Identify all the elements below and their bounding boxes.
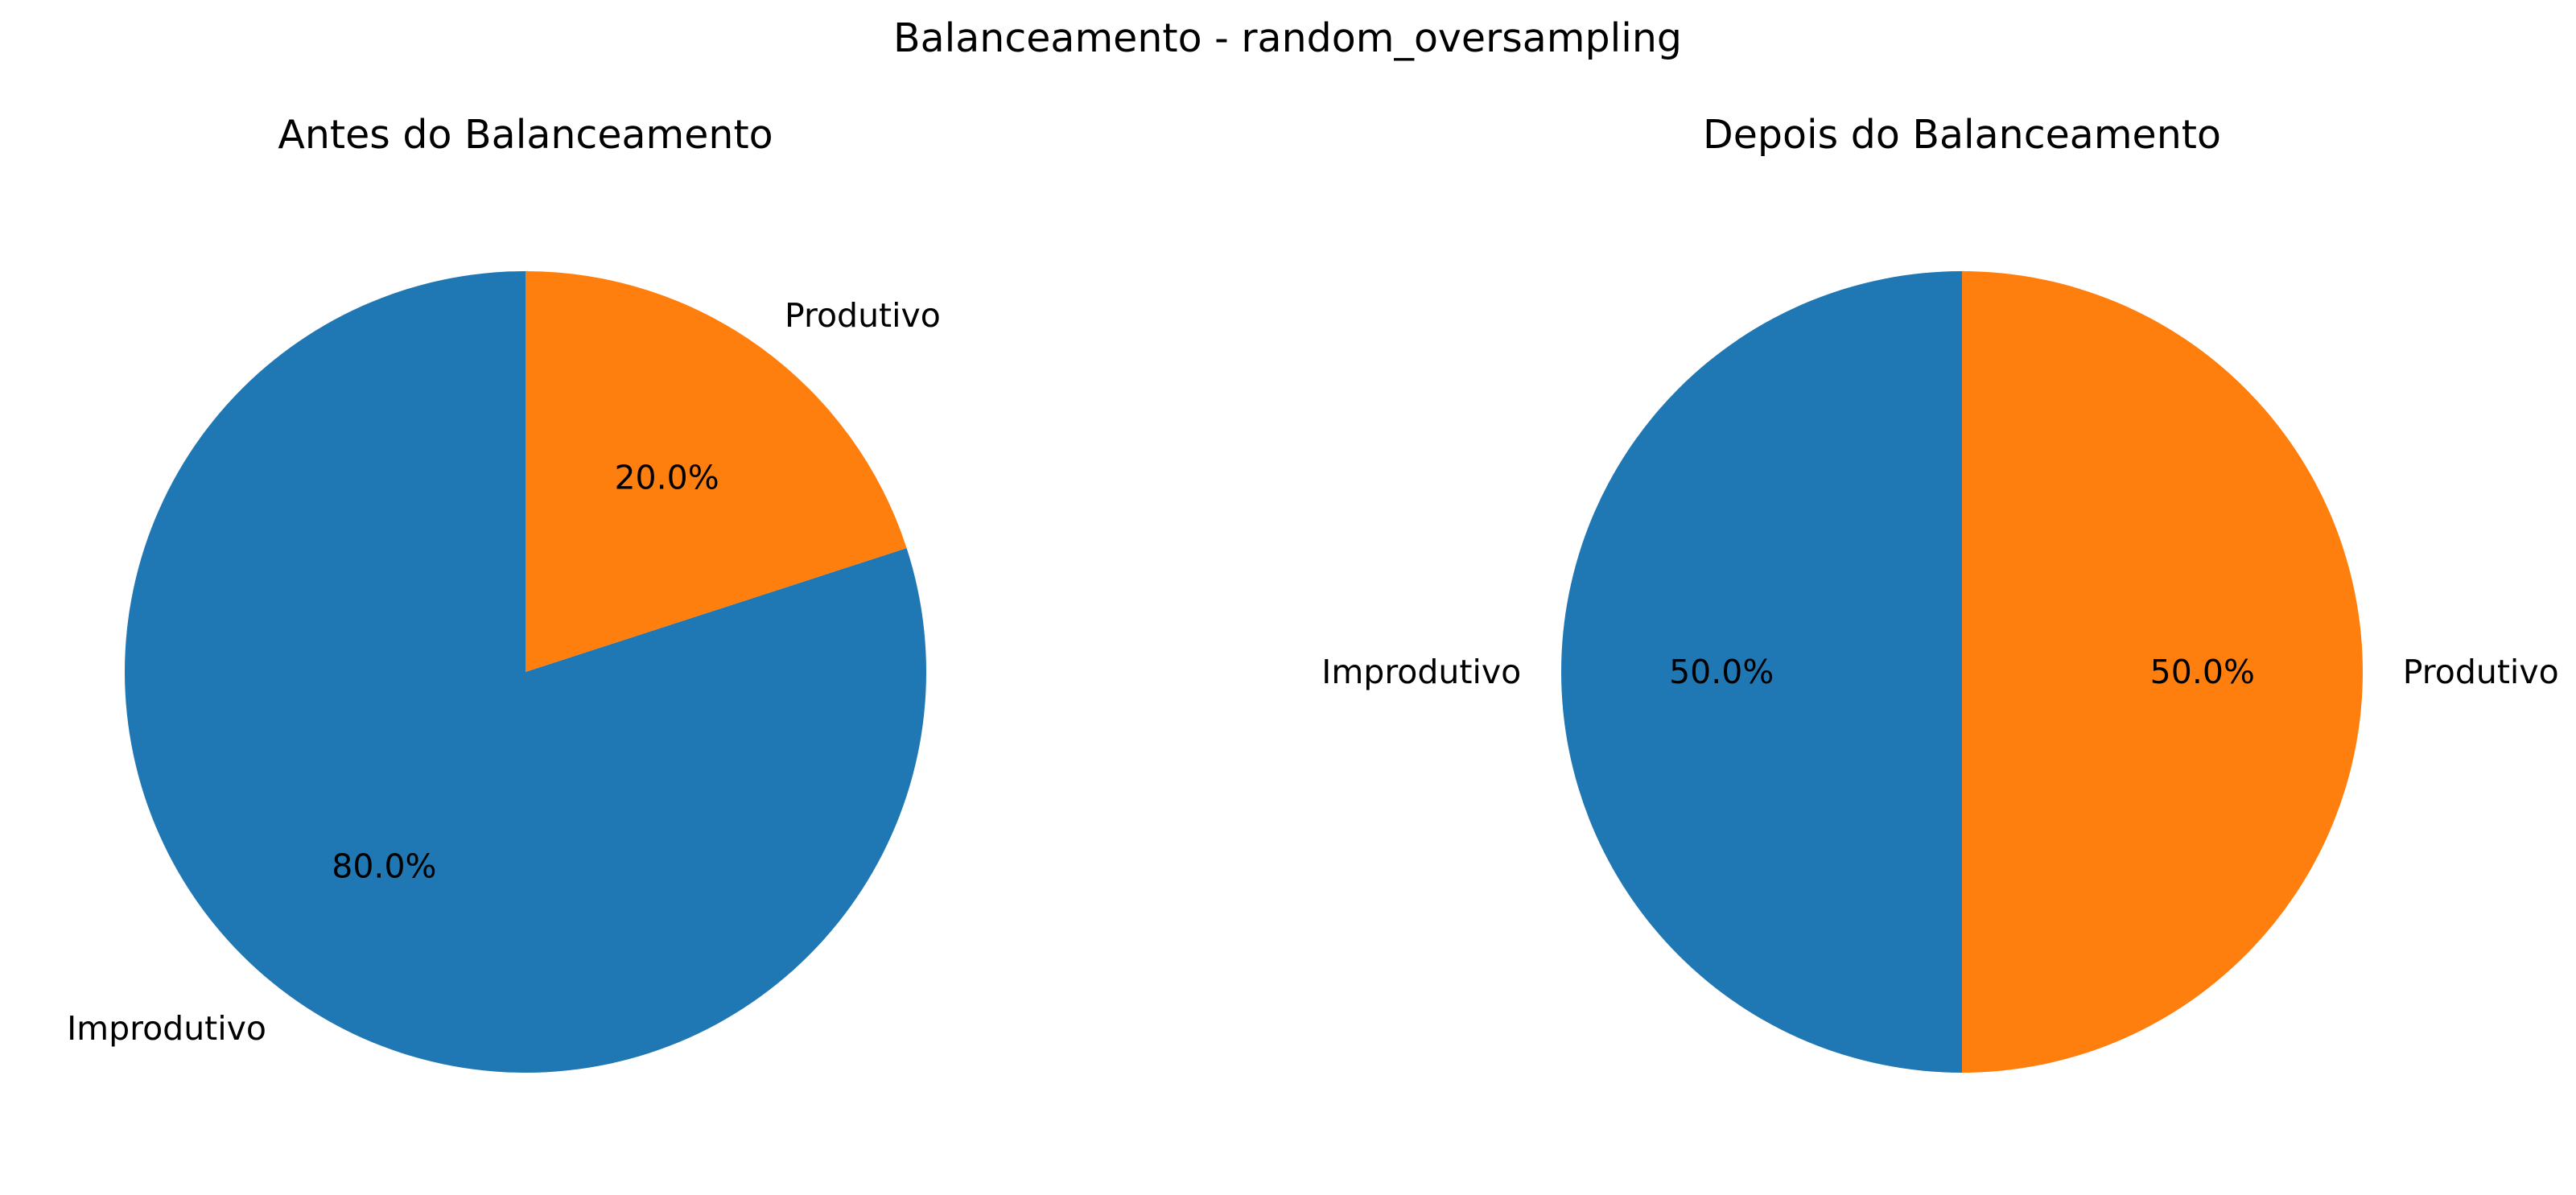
pie-slices-after bbox=[1561, 271, 2363, 1073]
pie-chart-after: Depois do Balanceamento Improdutivo 50.0%… bbox=[1321, 112, 2559, 1073]
pie-label-before-produtivo: Produtivo bbox=[785, 296, 941, 335]
pie-labels-after: Improdutivo 50.0% Produtivo 50.0% bbox=[1321, 653, 2558, 691]
figure-title: Balanceamento - random_oversampling bbox=[893, 15, 1682, 61]
pie-slices-before bbox=[125, 271, 927, 1073]
pie-label-before-improdutivo: Improdutivo bbox=[67, 1009, 266, 1048]
pie-label-after-produtivo: Produtivo bbox=[2403, 653, 2559, 691]
pie-title-after: Depois do Balanceamento bbox=[1703, 112, 2221, 158]
pie-slice-after-produtivo bbox=[1962, 271, 2363, 1073]
pie-value-label-before-produtivo: 20.0% bbox=[614, 458, 719, 497]
pie-title-before: Antes do Balanceamento bbox=[278, 112, 773, 158]
pie-value-label-after-produtivo: 50.0% bbox=[2150, 653, 2255, 691]
pie-slice-before-produtivo bbox=[526, 271, 907, 672]
pie-chart-before: Antes do Balanceamento Improdutivo 80.0% P… bbox=[67, 112, 941, 1073]
pie-slice-before-improdutivo bbox=[125, 271, 927, 1073]
pie-label-after-improdutivo: Improdutivo bbox=[1321, 653, 1521, 691]
pie-labels-before: Improdutivo 80.0% Produtivo 20.0% bbox=[67, 296, 941, 1048]
pie-slice-after-improdutivo bbox=[1561, 271, 1962, 1073]
pie-value-label-after-improdutivo: 50.0% bbox=[1669, 653, 1774, 691]
pie-value-label-before-improdutivo: 80.0% bbox=[332, 847, 436, 886]
